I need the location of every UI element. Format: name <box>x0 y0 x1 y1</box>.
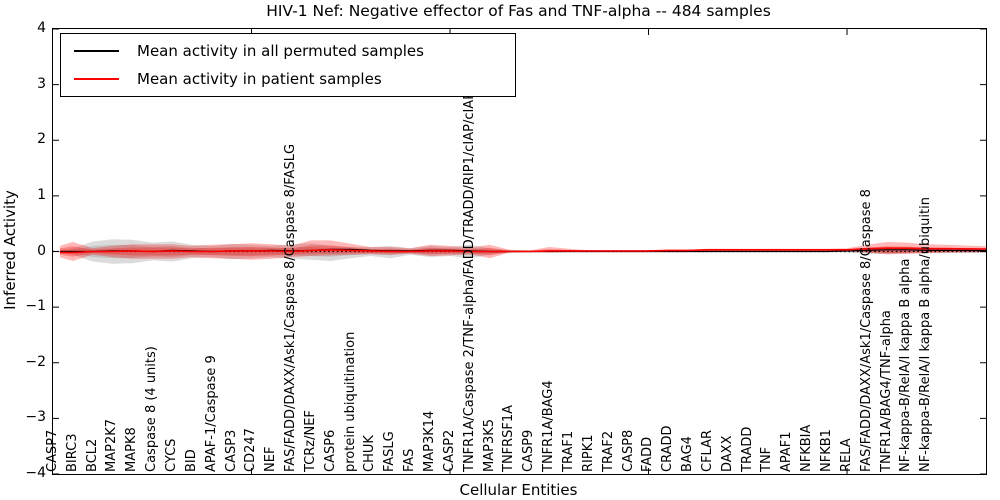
red-line-swatch <box>74 78 119 81</box>
x-category-label: TRADD <box>739 426 755 472</box>
x-category-label: CASP7 <box>44 429 60 472</box>
x-category-label: FAS/FADD/DAXX/Ask1/Caspase 8/Caspase 8/F… <box>283 143 299 472</box>
x-category-label: protein ubiquitination <box>342 331 358 472</box>
x-category-label: NF-kappa-B/RelA/I kappa B alpha/ubiquiti… <box>918 197 934 472</box>
x-category-label: NFKBIA <box>799 424 815 472</box>
x-category-label: RIPK1 <box>580 434 596 472</box>
x-category-label: CASP9 <box>521 429 537 472</box>
y-tick-label: −1 <box>25 298 46 315</box>
x-category-label: NF-kappa-B/RelA/I kappa B alpha <box>898 258 914 472</box>
y-tick-label: 0 <box>37 242 46 259</box>
y-tick-label: 4 <box>37 20 46 36</box>
legend-item-patient: Mean activity in patient samples <box>61 65 515 93</box>
legend-label: Mean activity in patient samples <box>137 70 382 89</box>
x-category-label: MAPK8 <box>124 427 140 472</box>
x-category-label: Caspase 8 (4 units) <box>144 346 160 472</box>
x-category-label: NEF <box>263 446 279 472</box>
x-category-label: BIRC3 <box>64 433 80 473</box>
y-tick-label: −2 <box>25 353 46 370</box>
x-category-label: CRADD <box>660 425 676 473</box>
y-tick-label: 2 <box>37 131 46 148</box>
x-category-label: MAP3K14 <box>422 410 438 472</box>
x-category-label: CASP6 <box>322 429 338 472</box>
x-category-label: CASP8 <box>620 429 636 472</box>
x-category-label: BID <box>183 449 199 472</box>
x-category-label: FAS <box>402 448 418 472</box>
x-category-label: BCL2 <box>84 438 100 472</box>
x-category-label: TNFR1A/BAG4/TNF-alpha <box>878 310 894 472</box>
x-category-label: APAF-1/Caspase 9 <box>203 355 219 472</box>
x-category-label: APAF1 <box>779 431 795 472</box>
x-category-label: TCRz/NEF <box>302 410 318 472</box>
black-line-swatch <box>74 49 119 52</box>
x-category-label: FAS/FADD/DAXX/Ask1/Caspase 8/Caspase 8 <box>858 189 874 472</box>
x-category-label: MAP2K7 <box>104 418 120 472</box>
x-category-label: NFKB1 <box>819 429 835 472</box>
x-category-label: CHUK <box>362 435 378 472</box>
x-category-label: TNFR1A/Caspase 2/TNF-alpha/FADD/TRADD/RI… <box>461 38 477 472</box>
legend-item-permuted: Mean activity in all permuted samples <box>61 37 515 65</box>
plot-area: CASP7 BIRC3 BCL2 MAP2K7 MAPK8 Caspase 8 (4 un… <box>45 28 987 475</box>
x-category-label: FASLG <box>382 431 398 472</box>
x-axis-label: Cellular Entities <box>459 481 578 499</box>
y-tick-label: 1 <box>37 186 46 203</box>
x-category-label: CFLAR <box>699 429 715 472</box>
chart-title: HIV-1 Nef: Negative effector of Fas and … <box>266 2 771 20</box>
x-category-label: MAP3K5 <box>481 418 497 472</box>
patient-mean-line <box>59 247 986 254</box>
x-category-label: CD247 <box>243 428 259 472</box>
y-tick-label: 3 <box>37 75 46 92</box>
x-category-label: CASP3 <box>223 429 239 472</box>
y-tick-label: −4 <box>25 465 46 481</box>
legend-box: Mean activity in all permuted samples Me… <box>60 33 516 97</box>
legend-label: Mean activity in all permuted samples <box>137 41 424 60</box>
x-category-label: TNFR1A/BAG4 <box>541 380 557 472</box>
plot-canvas <box>53 29 986 474</box>
x-category-label: RELA <box>838 438 854 472</box>
x-category-label: CYCS <box>163 438 179 472</box>
x-category-label: CASP2 <box>441 429 457 472</box>
x-category-label: TNF <box>759 446 775 472</box>
x-category-label: TNFRSF1A <box>501 404 517 472</box>
x-category-label: BAG4 <box>680 436 696 472</box>
y-tick-label: −3 <box>25 409 46 426</box>
x-category-label: TRAF2 <box>600 430 616 472</box>
x-category-label: TRAF1 <box>560 430 576 472</box>
x-category-label: FADD <box>640 436 656 472</box>
x-category-label: DAXX <box>719 435 735 473</box>
